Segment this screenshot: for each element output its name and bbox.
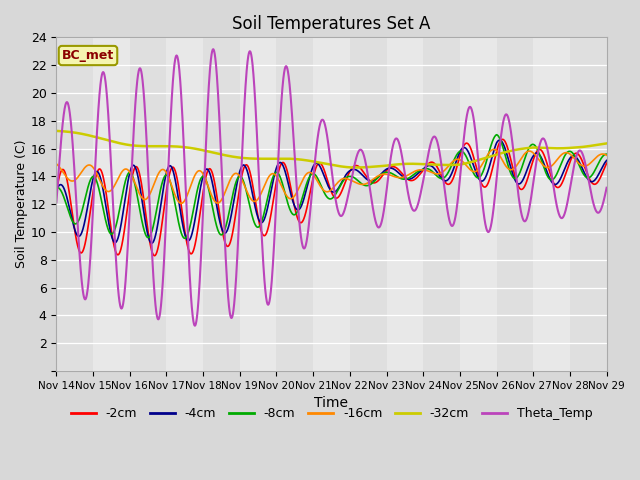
Bar: [570, 37, 607, 371]
Bar: [423, 37, 460, 371]
Theta_Temp: [148, 245, 156, 251]
-2cm: [593, 181, 600, 187]
-2cm: [499, 136, 506, 142]
-8cm: [593, 165, 600, 171]
-8cm: [148, 229, 156, 235]
-2cm: [603, 160, 611, 166]
-2cm: [533, 148, 541, 154]
Theta_Temp: [209, 47, 217, 52]
-4cm: [603, 157, 611, 163]
Line: -32cm: -32cm: [56, 131, 607, 168]
Theta_Temp: [288, 106, 296, 112]
-16cm: [603, 152, 611, 158]
Bar: [56, 37, 93, 371]
-4cm: [115, 231, 123, 237]
Y-axis label: Soil Temperature (C): Soil Temperature (C): [15, 140, 28, 268]
Theta_Temp: [115, 296, 123, 302]
Bar: [203, 37, 240, 371]
-8cm: [493, 132, 500, 138]
Line: -8cm: -8cm: [56, 135, 607, 238]
-32cm: [52, 128, 60, 134]
Line: -4cm: -4cm: [56, 140, 607, 243]
-32cm: [115, 140, 123, 146]
Bar: [130, 37, 166, 371]
-2cm: [148, 248, 156, 254]
Line: -16cm: -16cm: [56, 149, 607, 204]
-32cm: [148, 144, 156, 149]
-8cm: [115, 209, 123, 215]
Legend: -2cm, -4cm, -8cm, -16cm, -32cm, Theta_Temp: -2cm, -4cm, -8cm, -16cm, -32cm, Theta_Te…: [66, 402, 597, 425]
-32cm: [352, 165, 360, 170]
-8cm: [181, 235, 189, 241]
Bar: [276, 37, 313, 371]
Title: Soil Temperatures Set A: Soil Temperatures Set A: [232, 15, 431, 33]
Theta_Temp: [533, 156, 541, 161]
-2cm: [287, 188, 295, 194]
Theta_Temp: [603, 185, 611, 191]
-4cm: [593, 176, 600, 181]
-16cm: [177, 201, 185, 206]
-2cm: [264, 227, 271, 233]
Theta_Temp: [264, 301, 271, 307]
-8cm: [603, 151, 611, 157]
X-axis label: Time: Time: [314, 396, 349, 410]
-16cm: [264, 176, 271, 182]
Theta_Temp: [52, 199, 60, 205]
-4cm: [287, 193, 295, 199]
-4cm: [264, 205, 271, 211]
-32cm: [603, 141, 611, 146]
Bar: [350, 37, 387, 371]
-2cm: [52, 189, 60, 195]
Theta_Temp: [593, 208, 600, 214]
Theta_Temp: [191, 323, 199, 328]
-32cm: [533, 145, 541, 151]
Line: Theta_Temp: Theta_Temp: [56, 49, 607, 325]
Text: BC_met: BC_met: [62, 49, 114, 62]
-8cm: [264, 195, 271, 201]
Bar: [497, 37, 533, 371]
-2cm: [115, 251, 123, 257]
-16cm: [490, 146, 498, 152]
-8cm: [52, 185, 60, 191]
-4cm: [148, 240, 156, 246]
-32cm: [287, 156, 295, 162]
-8cm: [533, 145, 541, 151]
-32cm: [592, 142, 600, 148]
-4cm: [148, 240, 156, 246]
-4cm: [533, 150, 541, 156]
-4cm: [496, 137, 504, 143]
-4cm: [52, 187, 60, 193]
-16cm: [287, 196, 295, 202]
-32cm: [264, 156, 271, 162]
Line: -2cm: -2cm: [56, 139, 607, 256]
-16cm: [533, 154, 541, 160]
-16cm: [593, 155, 600, 160]
-16cm: [148, 187, 156, 192]
-8cm: [287, 210, 295, 216]
-2cm: [150, 253, 158, 259]
-16cm: [115, 174, 123, 180]
-16cm: [52, 161, 60, 167]
